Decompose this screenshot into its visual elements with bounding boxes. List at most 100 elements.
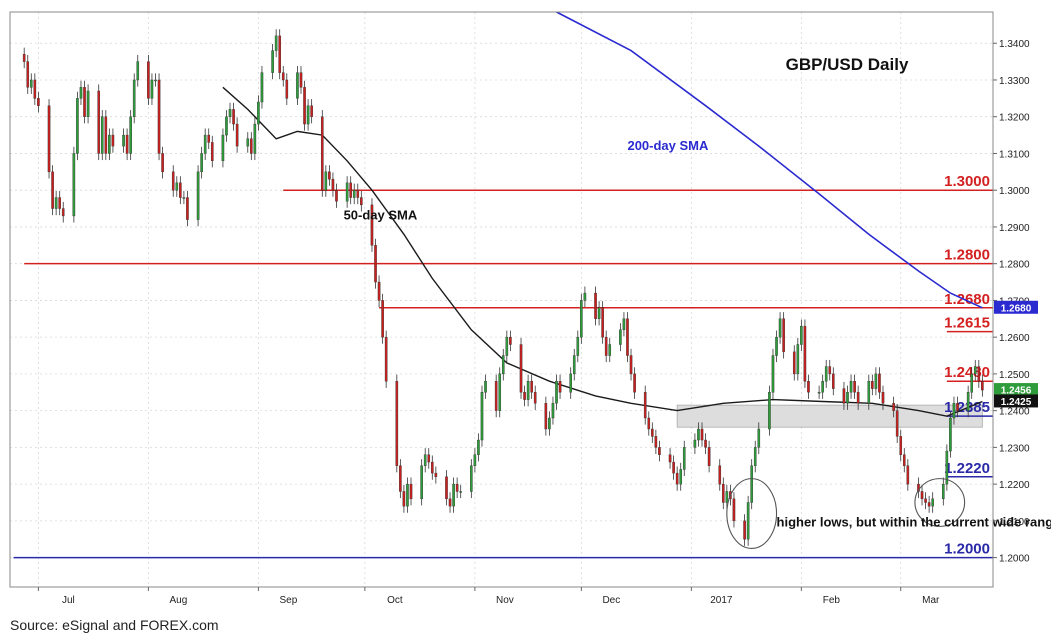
candle-body — [100, 116, 104, 154]
y-tick-label: 1.3000 — [999, 186, 1030, 197]
candle-body — [796, 344, 800, 375]
candle-body — [977, 366, 981, 382]
axes: 1.2000 1.2100 1.2200 1.2300 1.2400 1.2500 1.26… — [9, 11, 1038, 606]
candle-body — [856, 392, 860, 404]
candle-body — [973, 366, 977, 375]
candle-body — [111, 134, 115, 147]
candle-body — [235, 123, 239, 147]
candle-body — [157, 79, 161, 154]
candle-body — [548, 417, 551, 430]
level-label: 1.2480 — [944, 364, 990, 381]
gbpusd-daily-chart: 1.30001.28001.26801.26151.24801.23851.22… — [9, 11, 1051, 606]
candle-body — [945, 450, 949, 485]
candle-body — [228, 109, 232, 117]
support-zone — [676, 404, 983, 428]
candle-body — [299, 72, 303, 88]
candle-body — [480, 392, 484, 441]
level-label: 1.2000 — [944, 541, 990, 558]
candle-body — [54, 197, 58, 209]
candle-body — [29, 79, 33, 88]
candle-body — [271, 50, 274, 73]
candle-body — [473, 454, 477, 466]
candle-body — [966, 392, 970, 411]
candle-body — [260, 72, 264, 103]
candle-body — [832, 373, 835, 389]
candle-body — [668, 454, 672, 463]
candle-body — [778, 318, 782, 338]
source-note: Source: eSignal and FOREX.com — [10, 617, 219, 633]
candle-body — [533, 392, 537, 404]
candle-body — [782, 318, 785, 353]
x-tick-label: Feb — [823, 595, 841, 606]
candle-body — [494, 381, 498, 411]
candle-body — [718, 465, 722, 485]
candle-body — [942, 483, 945, 500]
candle-body — [136, 61, 140, 81]
candle-body — [725, 491, 729, 503]
candle-body — [423, 454, 427, 466]
candle-body — [505, 336, 509, 356]
candle-body — [519, 344, 523, 393]
candle-body — [47, 105, 51, 173]
candle-body — [920, 491, 924, 500]
y-tick-label: 1.2200 — [999, 480, 1030, 491]
candle-body — [906, 465, 910, 485]
candle-body — [874, 373, 878, 389]
candle-body — [477, 439, 480, 455]
y-tick-label: 1.2800 — [999, 260, 1030, 271]
x-tick-label: Dec — [602, 595, 620, 606]
candle-body — [842, 388, 846, 404]
candle-body — [335, 189, 338, 202]
candle-body — [682, 447, 686, 470]
candle-body — [104, 116, 108, 154]
candle-body — [658, 447, 661, 455]
candle-body — [700, 428, 704, 441]
candle-body — [597, 307, 601, 319]
candle-body — [257, 101, 260, 125]
candle-body — [927, 502, 931, 507]
candle-body — [22, 54, 26, 62]
candle-body — [331, 178, 335, 191]
plot-border — [9, 11, 994, 588]
candle-body — [523, 392, 526, 400]
candle-body — [274, 35, 278, 51]
candle-body — [225, 116, 228, 136]
candle-body — [633, 373, 636, 393]
candle-body — [310, 105, 313, 117]
candle-body — [821, 381, 824, 393]
candle-body — [445, 476, 448, 500]
candle-body — [654, 436, 658, 448]
y-tick-label: 1.3200 — [999, 113, 1030, 124]
candle-body — [583, 292, 587, 301]
candle-body — [452, 483, 455, 507]
candle-body — [76, 98, 79, 154]
level-label: 1.2615 — [944, 315, 990, 332]
candle-body — [352, 189, 356, 198]
candle-body — [569, 373, 573, 393]
candle-body — [721, 483, 725, 503]
candle-body — [409, 483, 413, 500]
candle-body — [26, 61, 30, 88]
candle-body — [626, 318, 629, 356]
level-label: 1.3000 — [944, 173, 990, 190]
level-label: 1.2220 — [944, 460, 990, 477]
candle-body — [147, 61, 150, 99]
chart-frame: 1.30001.28001.26801.26151.24801.23851.22… — [9, 11, 1051, 606]
candle-body — [807, 381, 810, 393]
x-tick-label: Oct — [387, 595, 403, 606]
y-tick-label: 1.2500 — [999, 370, 1030, 381]
candle-body — [303, 87, 306, 125]
candle-body — [37, 98, 40, 106]
candle-body — [643, 392, 647, 419]
candle-body — [420, 465, 423, 500]
price-badge-label: 1.2456 — [1001, 386, 1032, 397]
y-tick-label: 1.3100 — [999, 149, 1030, 160]
candle-body — [746, 502, 750, 540]
y-tick-label: 1.2900 — [999, 223, 1030, 234]
candle-body — [210, 142, 214, 162]
level-label: 1.2800 — [944, 247, 990, 264]
candle-body — [878, 373, 881, 393]
x-tick-label: Mar — [922, 595, 940, 606]
candle-body — [320, 116, 324, 191]
candle-body — [328, 171, 331, 180]
